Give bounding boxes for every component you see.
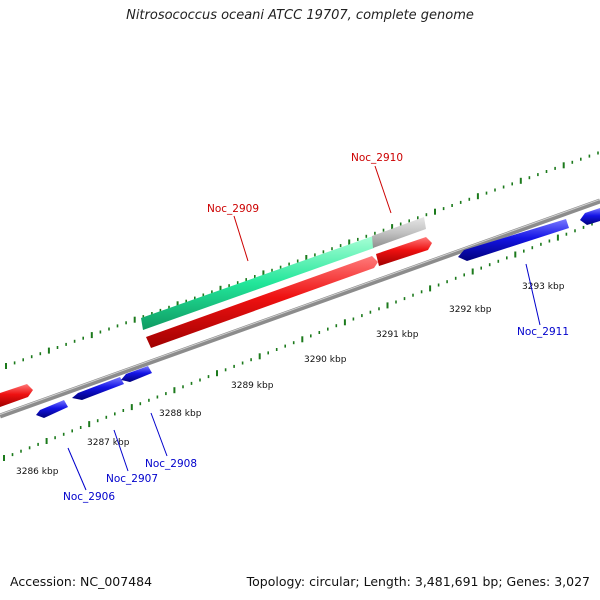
leader-noc-2906 <box>67 447 87 491</box>
kbp-label-3290: 3290 kbp <box>304 355 347 365</box>
gene-noc-2909[interactable] <box>146 256 378 348</box>
gene-label-noc-2910[interactable]: Noc_2910 <box>351 152 403 164</box>
gene-label-noc-2906[interactable]: Noc_2906 <box>63 491 115 503</box>
genome-backbone-highlight <box>0 199 600 415</box>
kbp-label-3292: 3292 kbp <box>449 305 492 315</box>
kbp-label-3286: 3286 kbp <box>16 467 59 477</box>
leader-noc-2911 <box>525 263 541 326</box>
gene-noc-2908[interactable] <box>121 366 152 382</box>
map-title: Nitrosococcus oceani ATCC 19707, complet… <box>126 8 474 23</box>
gene-left-forward[interactable] <box>0 384 33 407</box>
leader-noc-2910 <box>374 165 392 214</box>
gene-noc-2909-rna[interactable] <box>141 236 374 330</box>
upper-tick-track <box>5 151 599 369</box>
gene-label-noc-2908[interactable]: Noc_2908 <box>145 458 197 470</box>
gene-label-noc-2909[interactable]: Noc_2909 <box>207 203 259 215</box>
leader-noc-2908 <box>150 412 168 457</box>
gene-noc-2907[interactable] <box>72 377 124 400</box>
accession-text: Accession: NC_007484 <box>10 574 153 589</box>
genome-summary-text: Topology: circular; Length: 3,481,691 bp… <box>246 574 590 589</box>
kbp-label-3291: 3291 kbp <box>376 330 419 340</box>
gene-noc-2910-feature[interactable] <box>372 217 426 248</box>
kbp-label-3289: 3289 kbp <box>231 381 274 391</box>
kbp-label-3288: 3288 kbp <box>159 409 202 419</box>
leader-noc-2909 <box>233 215 249 262</box>
gene-noc-2910[interactable] <box>376 237 432 266</box>
gene-noc-2906[interactable] <box>36 400 68 418</box>
gene-noc-2911[interactable] <box>458 219 569 261</box>
leader-noc-2907 <box>113 429 129 472</box>
genome-backbone <box>0 198 600 419</box>
gene-label-noc-2907[interactable]: Noc_2907 <box>106 473 158 485</box>
kbp-label-3287: 3287 kbp <box>87 438 130 448</box>
lower-tick-track <box>3 222 593 461</box>
gene-label-noc-2911[interactable]: Noc_2911 <box>517 326 569 338</box>
gene-right-reverse[interactable] <box>580 208 600 225</box>
kbp-label-3293: 3293 kbp <box>522 282 565 292</box>
